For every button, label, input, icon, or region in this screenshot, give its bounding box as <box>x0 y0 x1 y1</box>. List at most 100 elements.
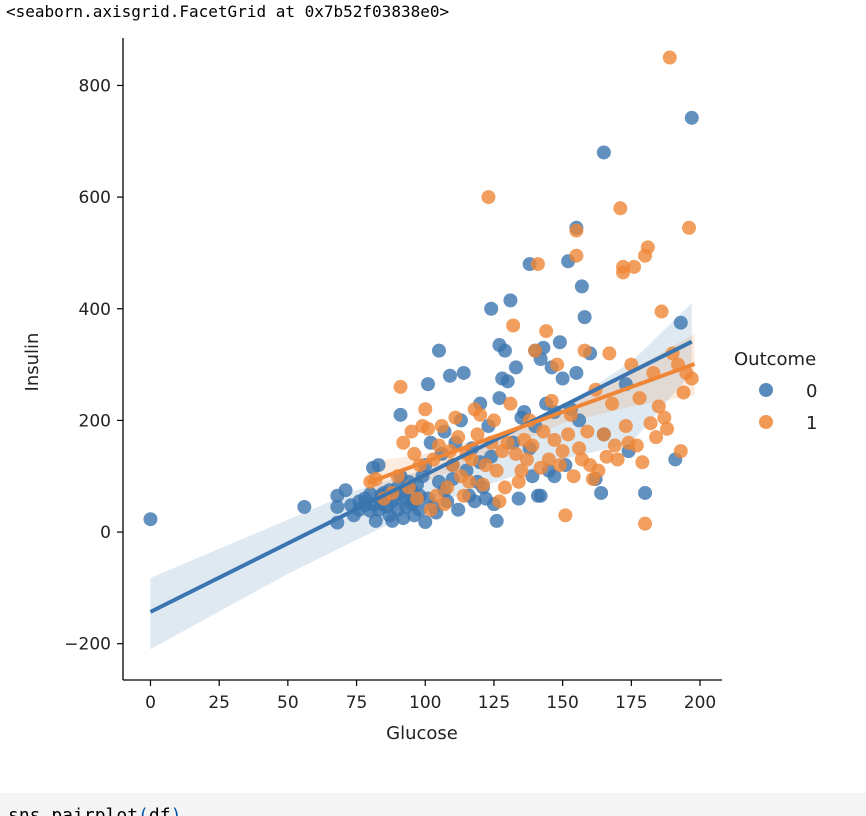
point-outcome-0 <box>143 512 158 527</box>
point-outcome-0 <box>338 483 353 498</box>
point-outcome-1 <box>640 240 655 255</box>
legend-marker-1 <box>759 415 773 429</box>
point-outcome-1 <box>451 430 466 445</box>
x-tick-label: 175 <box>615 693 647 713</box>
regression-line-outcome-1 <box>366 362 696 485</box>
point-outcome-1 <box>528 343 543 358</box>
point-outcome-1 <box>456 488 471 503</box>
point-outcome-1 <box>629 438 644 453</box>
y-tick-label: 400 <box>79 300 111 320</box>
point-outcome-1 <box>500 435 515 450</box>
point-outcome-1 <box>635 455 650 470</box>
point-outcome-1 <box>478 458 493 473</box>
point-outcome-1 <box>550 357 565 372</box>
point-outcome-1 <box>569 223 584 238</box>
point-outcome-1 <box>577 343 592 358</box>
point-outcome-1 <box>610 452 625 467</box>
x-tick-label: 100 <box>409 693 441 713</box>
point-outcome-1 <box>396 435 411 450</box>
point-outcome-1 <box>569 248 584 263</box>
point-outcome-0 <box>574 279 589 294</box>
x-tick-label: 75 <box>346 693 368 713</box>
point-outcome-0 <box>412 502 427 517</box>
x-tick-label: 0 <box>145 693 156 713</box>
point-outcome-0 <box>555 371 570 386</box>
y-axis-label: Insulin <box>22 333 43 392</box>
regression-line-outcome-0 <box>149 339 693 614</box>
point-outcome-1 <box>525 438 540 453</box>
point-outcome-1 <box>519 452 534 467</box>
code-args: df <box>148 805 171 816</box>
point-outcome-0 <box>596 145 611 160</box>
point-outcome-1 <box>434 418 449 433</box>
y-tick-label: 0 <box>100 523 111 543</box>
point-outcome-1 <box>497 480 512 495</box>
x-tick-label: 150 <box>546 693 578 713</box>
point-outcome-1 <box>462 474 477 489</box>
point-outcome-0 <box>552 335 567 350</box>
point-outcome-1 <box>536 424 551 439</box>
output-repr-text: <seaborn.axisgrid.FacetGrid at 0x7b52f03… <box>6 2 450 21</box>
point-outcome-1 <box>448 410 463 425</box>
point-outcome-0 <box>451 502 466 517</box>
legend-label-0: 0 <box>806 381 817 402</box>
scatter-points <box>143 50 699 531</box>
point-outcome-0 <box>368 513 383 528</box>
point-outcome-1 <box>662 50 677 65</box>
point-outcome-0 <box>371 458 386 473</box>
point-outcome-0 <box>456 365 471 380</box>
point-outcome-1 <box>423 502 438 517</box>
point-outcome-0 <box>431 343 446 358</box>
y-tick-label: 200 <box>79 411 111 431</box>
point-outcome-1 <box>552 458 567 473</box>
point-outcome-1 <box>580 424 595 439</box>
point-outcome-1 <box>613 201 628 216</box>
point-outcome-1 <box>591 463 606 478</box>
point-outcome-1 <box>555 444 570 459</box>
point-outcome-0 <box>442 368 457 383</box>
point-outcome-1 <box>506 318 521 333</box>
axes <box>122 38 722 681</box>
point-outcome-1 <box>530 257 545 272</box>
point-outcome-1 <box>464 452 479 467</box>
point-outcome-0 <box>673 315 688 330</box>
point-outcome-1 <box>539 324 554 339</box>
point-outcome-0 <box>420 377 435 392</box>
legend-label-1: 1 <box>806 413 817 434</box>
x-tick-label: 125 <box>478 693 510 713</box>
y-tick-label: 600 <box>79 188 111 208</box>
point-outcome-1 <box>475 477 490 492</box>
point-outcome-1 <box>437 497 452 512</box>
point-outcome-1 <box>616 259 631 274</box>
point-outcome-1 <box>514 463 529 478</box>
point-outcome-1 <box>638 516 653 531</box>
point-outcome-1 <box>492 494 507 509</box>
y-ticks: −200 0 200 400 600 800 <box>64 76 123 655</box>
next-code-cell[interactable]: sns.pairplot(df) <box>0 793 866 816</box>
point-outcome-0 <box>594 485 609 500</box>
point-outcome-0 <box>503 293 518 308</box>
point-outcome-1 <box>602 346 617 361</box>
point-outcome-1 <box>649 430 664 445</box>
legend-title: Outcome <box>734 349 816 370</box>
point-outcome-1 <box>503 396 518 411</box>
point-outcome-1 <box>404 424 419 439</box>
point-outcome-0 <box>393 407 408 422</box>
point-outcome-1 <box>627 259 642 274</box>
point-outcome-1 <box>511 474 526 489</box>
point-outcome-0 <box>577 310 592 325</box>
point-outcome-1 <box>407 446 422 461</box>
y-tick-label: −200 <box>64 635 111 655</box>
point-outcome-1 <box>607 438 622 453</box>
point-outcome-1 <box>561 427 576 442</box>
point-outcome-1 <box>566 469 581 484</box>
point-outcome-1 <box>541 452 556 467</box>
point-outcome-0 <box>396 511 411 526</box>
point-outcome-1 <box>673 444 688 459</box>
point-outcome-1 <box>654 304 669 319</box>
point-outcome-1 <box>431 438 446 453</box>
y-tick-label: 800 <box>79 76 111 96</box>
point-outcome-0 <box>492 391 507 406</box>
point-outcome-0 <box>511 491 526 506</box>
point-outcome-0 <box>385 513 400 528</box>
